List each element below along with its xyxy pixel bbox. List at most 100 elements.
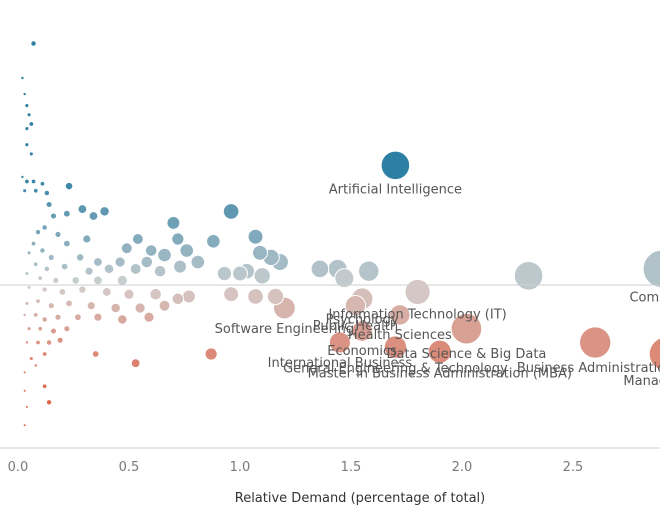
bubble[interactable]: [22, 370, 27, 375]
bubble[interactable]: [110, 302, 121, 314]
bubble-labeled[interactable]: [450, 312, 483, 345]
bubble[interactable]: [22, 388, 27, 393]
bubble[interactable]: [62, 239, 71, 248]
bubble[interactable]: [54, 230, 62, 238]
bubble[interactable]: [216, 265, 233, 282]
bubble[interactable]: [35, 339, 41, 346]
bubble[interactable]: [116, 274, 128, 286]
bubble[interactable]: [30, 40, 37, 47]
bubble[interactable]: [41, 316, 48, 323]
bubble-labeled[interactable]: [380, 150, 411, 181]
bubble[interactable]: [45, 200, 53, 209]
bubble[interactable]: [45, 399, 53, 406]
bubble[interactable]: [34, 228, 42, 236]
bubble[interactable]: [52, 276, 60, 284]
bubble[interactable]: [47, 253, 55, 261]
bubble-labeled[interactable]: [389, 304, 411, 326]
bubble[interactable]: [24, 300, 30, 306]
bubble[interactable]: [166, 215, 181, 230]
bubble[interactable]: [24, 340, 30, 345]
bubble[interactable]: [223, 286, 240, 303]
bubble[interactable]: [93, 275, 103, 286]
bubble[interactable]: [43, 265, 51, 273]
bubble-labeled[interactable]: [344, 295, 367, 317]
bubble-labeled[interactable]: [579, 326, 612, 359]
bubble[interactable]: [222, 203, 240, 220]
bubble[interactable]: [32, 261, 39, 268]
bubble[interactable]: [134, 302, 146, 314]
bubble[interactable]: [130, 358, 141, 369]
bubble-labeled[interactable]: [383, 335, 408, 359]
bubble[interactable]: [32, 312, 39, 318]
bubble[interactable]: [358, 260, 380, 282]
bubble[interactable]: [63, 325, 71, 333]
bubble[interactable]: [143, 311, 155, 323]
bubble[interactable]: [24, 270, 30, 277]
bubble[interactable]: [74, 313, 82, 322]
bubble[interactable]: [78, 285, 87, 294]
bubble[interactable]: [84, 266, 94, 276]
bubble[interactable]: [75, 253, 85, 262]
bubble[interactable]: [334, 268, 355, 289]
bubble[interactable]: [93, 257, 103, 267]
bubble[interactable]: [20, 75, 25, 81]
bubble[interactable]: [204, 347, 218, 361]
bubble[interactable]: [144, 244, 158, 257]
bubble[interactable]: [49, 327, 58, 335]
bubble[interactable]: [26, 284, 32, 290]
bubble[interactable]: [77, 204, 88, 215]
bubble[interactable]: [129, 262, 142, 275]
bubble[interactable]: [33, 363, 38, 368]
bubble[interactable]: [37, 275, 44, 281]
bubble[interactable]: [45, 339, 53, 346]
bubble[interactable]: [24, 142, 30, 148]
bubble[interactable]: [513, 261, 544, 291]
bubble[interactable]: [153, 264, 167, 278]
bubble[interactable]: [41, 286, 48, 293]
bubble[interactable]: [24, 178, 30, 185]
bubble[interactable]: [32, 187, 39, 194]
bubble[interactable]: [91, 350, 100, 358]
bubble[interactable]: [179, 243, 195, 258]
bubble[interactable]: [28, 151, 34, 157]
bubble[interactable]: [247, 288, 264, 305]
bubble[interactable]: [26, 112, 32, 118]
bubble[interactable]: [22, 188, 28, 194]
bubble[interactable]: [39, 247, 46, 254]
bubble[interactable]: [28, 356, 34, 362]
bubble[interactable]: [64, 181, 74, 191]
bubble[interactable]: [37, 325, 44, 332]
bubble[interactable]: [24, 126, 30, 132]
bubble-labeled[interactable]: [351, 320, 373, 342]
bubble[interactable]: [60, 262, 69, 271]
bubble[interactable]: [173, 259, 188, 274]
bubble[interactable]: [114, 256, 126, 268]
bubble[interactable]: [62, 209, 71, 218]
bubble-labeled[interactable]: [328, 331, 351, 354]
bubble-labeled[interactable]: [404, 278, 431, 305]
bubble[interactable]: [82, 234, 92, 244]
bubble[interactable]: [28, 121, 35, 127]
bubble[interactable]: [22, 312, 27, 318]
bubble[interactable]: [131, 233, 144, 245]
bubble[interactable]: [252, 244, 268, 261]
bubble[interactable]: [49, 212, 58, 220]
bubble[interactable]: [22, 91, 27, 97]
bubble[interactable]: [24, 103, 30, 109]
bubble[interactable]: [190, 254, 206, 270]
bubble[interactable]: [30, 240, 37, 247]
bubble[interactable]: [20, 174, 25, 180]
bubble[interactable]: [86, 301, 96, 311]
bubble[interactable]: [310, 259, 330, 279]
bubble[interactable]: [93, 312, 103, 322]
bubble[interactable]: [232, 265, 248, 282]
bubble[interactable]: [171, 232, 185, 246]
bubble[interactable]: [103, 263, 115, 275]
bubble[interactable]: [158, 299, 171, 312]
bubble[interactable]: [247, 228, 264, 245]
bubble[interactable]: [181, 289, 196, 304]
bubble[interactable]: [140, 255, 154, 269]
bubble[interactable]: [120, 242, 133, 255]
bubble[interactable]: [65, 299, 73, 308]
bubble[interactable]: [99, 206, 110, 217]
